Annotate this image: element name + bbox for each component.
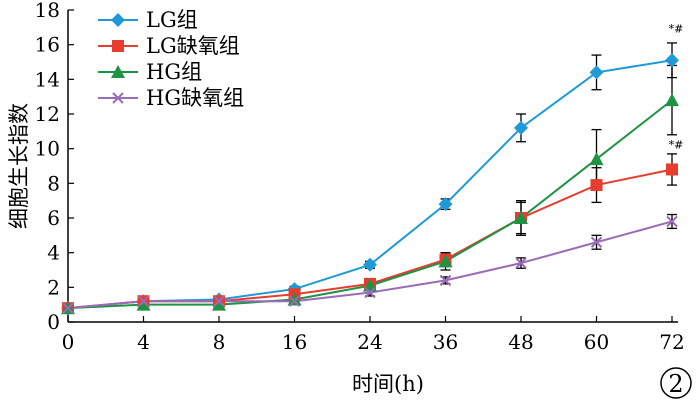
y-tick-label: 14 [35,67,60,91]
annotations: *# *# [669,23,684,152]
data-point [666,163,678,176]
data-point [514,120,528,135]
x-tick-label: 60 [584,330,609,354]
legend-marker [112,92,124,104]
y-tick-label: 0 [47,310,60,334]
data-point [665,93,679,107]
y-tick-label: 16 [35,33,60,57]
x-tick-label: 16 [282,330,307,354]
legend-marker [112,40,124,52]
data-point [136,297,151,311]
data-point [590,236,603,248]
legend-item: HG组 [98,60,202,84]
data-point [665,53,679,68]
series-line-3 [67,99,673,310]
legend-marker [111,65,125,78]
y-tick-label: 6 [47,206,60,230]
x-tick-label: 24 [357,330,382,354]
data-point [363,257,377,272]
data-point [62,302,74,314]
x-tick-label: 0 [62,330,75,354]
data-point [287,292,302,306]
data-point [212,297,226,311]
data-point [438,254,453,268]
data-point [666,215,678,228]
data-point [439,274,452,287]
data-point [514,211,528,224]
y-tick-label: 18 [35,0,60,22]
data-point [364,286,376,299]
y-tick-label: 2 [47,275,60,299]
y-tick-label: 4 [47,241,60,265]
legend-label: HG组 [146,60,202,84]
data-point [589,65,604,80]
y-tick-label: 12 [35,102,60,126]
y-tick-label: 8 [47,171,60,195]
data-point [589,152,604,166]
significance-annotation: *# [669,23,684,36]
y-axis-title: 细胞生长指数 [7,103,31,229]
x-tick-label: 72 [659,330,684,354]
significance-annotation: *# [669,139,684,152]
data-point [288,295,301,307]
legend-item: LG缺氧组 [98,34,240,58]
badge-circle [660,367,692,399]
legend-item: LG组 [98,8,198,32]
panel-badge: 2 [660,367,692,399]
legend-item: HG缺氧组 [98,86,244,110]
data-point [137,295,150,307]
x-tick-label: 48 [508,330,533,354]
x-tick-label: 4 [137,330,150,354]
legend-label: HG缺氧组 [146,86,244,110]
data-point [590,179,603,192]
legend-marker [111,13,125,27]
legend-label: LG组 [146,8,198,32]
x-tick-label: 8 [213,330,226,354]
y-tick-label: 10 [35,137,60,161]
badge-label: 2 [668,370,683,398]
data-point [438,197,453,212]
legend-label: LG缺氧组 [146,34,240,58]
x-tick-label: 36 [433,330,458,354]
x-axis-title: 时间(h) [352,372,424,396]
data-point [515,257,527,269]
series-markers [61,53,679,316]
data-point [213,295,225,307]
